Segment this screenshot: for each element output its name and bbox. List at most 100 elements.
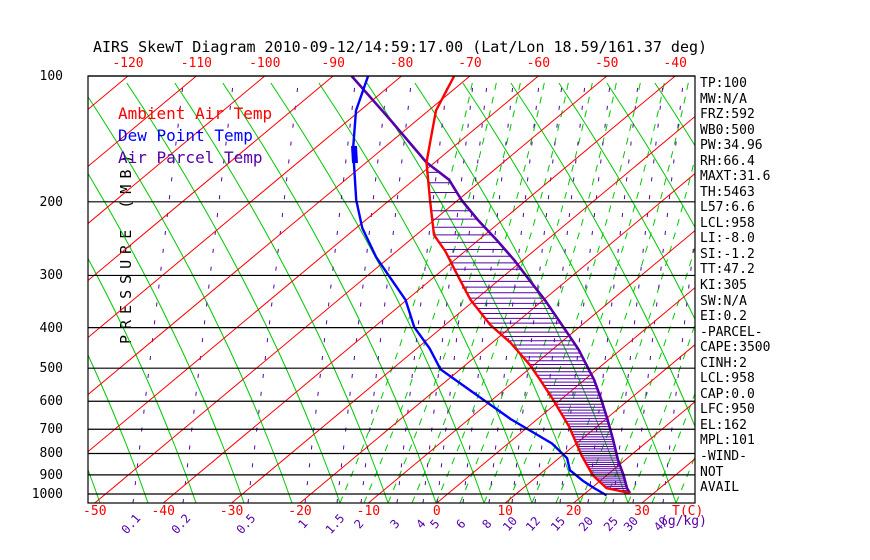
moist-adiabat-line <box>411 82 545 503</box>
mixing-ratio-line <box>360 76 413 503</box>
stats-panel-line: WB0:500 <box>700 122 755 138</box>
isotherm-line <box>0 76 60 503</box>
mixing-ratio-line <box>304 76 357 503</box>
stats-panel-line: L57:6.6 <box>700 200 755 216</box>
moist-adiabat-line <box>339 82 473 503</box>
isotherm-line <box>88 76 471 396</box>
stats-panel-line: -PARCEL- <box>700 324 763 340</box>
stats-panel-line: SW:N/A <box>700 293 747 309</box>
top-temp-tick-label: -100 <box>249 56 281 71</box>
stats-panel-line: KI:305 <box>700 278 747 294</box>
pressure-tick-label: 800 <box>39 446 63 462</box>
moist-adiabat-line <box>651 391 695 503</box>
dry-adiabat-line <box>174 82 389 503</box>
isotherm-line <box>88 76 334 282</box>
top-temp-tick-label: -120 <box>112 56 144 71</box>
mixing-ratio-unit-label: (g/kg) <box>660 514 707 529</box>
pressure-tick-label: 300 <box>39 268 63 284</box>
top-temp-tick-label: -40 <box>663 56 687 71</box>
dry-adiabat-line <box>88 353 149 503</box>
isotherm-line <box>162 76 676 503</box>
temp-unit-label: T(C) <box>672 504 704 519</box>
pressure-tick-label: 100 <box>39 69 63 84</box>
stats-panel-line: MPL:101 <box>700 433 755 449</box>
isotherm-line <box>436 287 695 503</box>
pressure-tick-label: 1000 <box>31 487 63 502</box>
dry-adiabat-line <box>558 82 695 321</box>
stats-panel-line: LCL:958 <box>700 215 755 231</box>
dry-adiabat-line <box>270 82 485 503</box>
moist-adiabat-line <box>363 82 497 503</box>
moist-adiabat-line <box>603 245 695 503</box>
stats-panel-line: TT:47.2 <box>700 262 755 278</box>
top-temp-tick-label: -70 <box>458 56 482 71</box>
stats-panel-line: CINH:2 <box>700 355 747 371</box>
isotherm-line <box>368 229 695 503</box>
isotherm-line <box>88 76 197 168</box>
moist-adiabat-line <box>387 82 521 503</box>
top-temp-tick-label: -80 <box>389 56 414 71</box>
bottom-temp-tick-label: -50 <box>83 504 107 519</box>
legend-ambient-air-temp: Ambient Air Temp <box>118 104 273 123</box>
ambient-air-temp-curve <box>425 76 631 495</box>
plot-grid-group <box>0 76 695 503</box>
stats-panel-line: LI:-8.0 <box>700 231 755 247</box>
dew-point-temp-curve <box>352 76 608 497</box>
bottom-temp-tick-label: 20 <box>565 504 582 519</box>
top-temp-tick-label: -50 <box>595 56 619 71</box>
bottom-temp-tick-label: -30 <box>219 504 244 519</box>
moist-adiabat-line <box>459 82 593 503</box>
dry-adiabat-line <box>88 468 101 503</box>
isotherm-line <box>88 76 266 225</box>
stats-panel-line: RH:66.4 <box>700 153 755 169</box>
stats-panel-line: EI:0.2 <box>700 309 747 325</box>
legend-air-parcel-temp: Air Parcel Temp <box>118 148 263 167</box>
isotherm-line <box>504 344 695 503</box>
top-temp-tick-label: -110 <box>180 56 213 71</box>
stats-panel-line: NOT <box>700 464 724 480</box>
pressure-tick-label: 400 <box>39 320 63 336</box>
stats-panel-line: CAP:0.0 <box>700 386 755 402</box>
dew-point-thick-segment <box>351 145 358 164</box>
moist-adiabat-line <box>483 82 617 503</box>
pressure-tick-label: 200 <box>39 194 63 210</box>
mixing-ratio-line <box>612 76 665 503</box>
moist-adiabat-line <box>555 82 689 503</box>
dry-adiabat-line <box>462 82 677 503</box>
pressure-tick-label: 600 <box>39 394 63 410</box>
stats-panel-line: SI:-1.2 <box>700 246 755 262</box>
stats-panel-line: MW:N/A <box>700 91 747 107</box>
page-title: AIRS SkewT Diagram 2010-09-12/14:59:17.0… <box>92 38 708 56</box>
stats-panel-line: LFC:950 <box>700 402 755 418</box>
dry-adiabat-line <box>88 96 293 503</box>
isotherm-line <box>94 76 608 503</box>
stats-panel-line: AVAIL <box>700 480 740 496</box>
dry-adiabat-line <box>222 82 437 503</box>
dry-adiabat-line <box>88 257 197 503</box>
bottom-temp-tick-label: -40 <box>151 504 175 519</box>
moist-adiabat-line <box>579 156 695 503</box>
dry-adiabat-line <box>510 82 695 428</box>
legend-dew-point-temp: Dew Point Temp <box>118 126 253 145</box>
isotherm-line <box>88 76 539 453</box>
moist-adiabat-line <box>531 82 665 503</box>
dry-adiabat-line <box>126 82 341 503</box>
pressure-tick-label: 700 <box>39 422 63 438</box>
stats-panel-line: EL:162 <box>700 417 747 433</box>
air-parcel-temp-curve <box>350 76 632 494</box>
pressure-tick-label: 900 <box>39 467 63 483</box>
isotherm-line <box>573 401 695 503</box>
isotherm-line <box>88 76 129 110</box>
isotherm-line <box>88 76 402 339</box>
top-temp-tick-label: -60 <box>526 56 551 71</box>
dry-adiabat-line <box>88 172 245 503</box>
stats-panel-line: FRZ:592 <box>700 107 755 123</box>
stats-panel-line: CAPE:3500 <box>700 340 771 356</box>
top-temp-tick-label: -90 <box>321 56 345 71</box>
stats-panel-line: MAXT:31.6 <box>700 169 771 185</box>
pressure-tick-label: 500 <box>39 361 63 377</box>
moist-adiabat-line <box>435 82 569 503</box>
isotherm-line <box>299 172 695 503</box>
